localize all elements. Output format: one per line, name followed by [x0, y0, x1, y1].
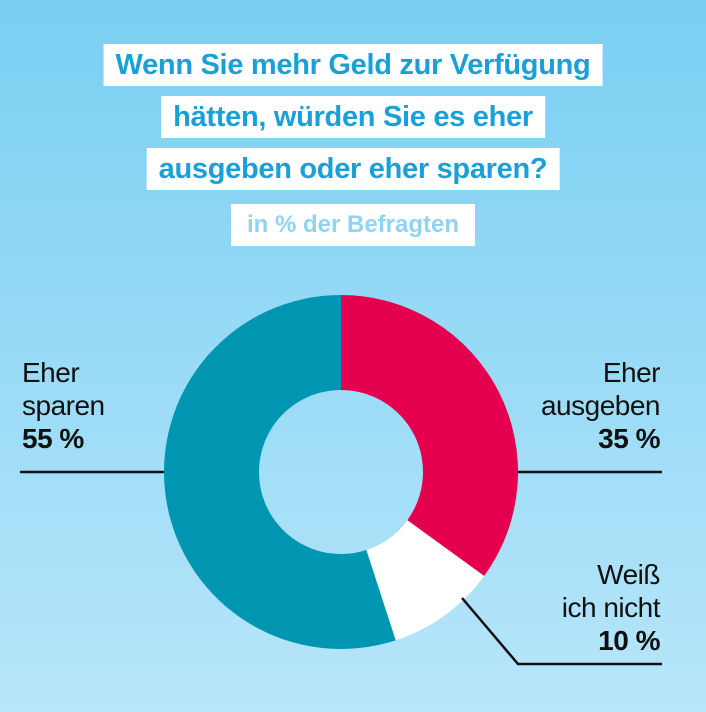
label-ausgeben-line2: ausgeben — [540, 390, 661, 421]
label-weiss-line2: ich nicht — [561, 592, 661, 623]
label-sparen-value: 55 % — [22, 423, 84, 454]
title-line-1: Wenn Sie mehr Geld zur Verfügung — [103, 44, 603, 86]
label-weiss-value: 10 % — [598, 625, 660, 656]
label-ausgeben-value: 35 % — [598, 423, 660, 454]
donut-slice-0 — [341, 295, 518, 577]
label-eher-ausgeben: Eher ausgeben 35 % — [540, 356, 661, 455]
title-line-2: hätten, würden Sie es eher — [161, 96, 545, 138]
label-sparen-line2: sparen — [22, 390, 105, 421]
leader-line-weiss — [461, 597, 662, 666]
label-weiss-line1: Weiß — [597, 559, 660, 590]
donut-slice-2 — [163, 295, 396, 649]
label-sparen-line1: Eher — [22, 357, 80, 388]
label-ausgeben-line1: Eher — [602, 357, 661, 388]
donut-slice-1 — [366, 520, 485, 641]
label-weiss-nicht: Weiß ich nicht 10 % — [561, 558, 661, 657]
subtitle: in % der Befragten — [230, 204, 476, 246]
title-line-3: ausgeben oder eher sparen? — [146, 148, 560, 190]
label-eher-sparen: Eher sparen 55 % — [22, 356, 105, 455]
